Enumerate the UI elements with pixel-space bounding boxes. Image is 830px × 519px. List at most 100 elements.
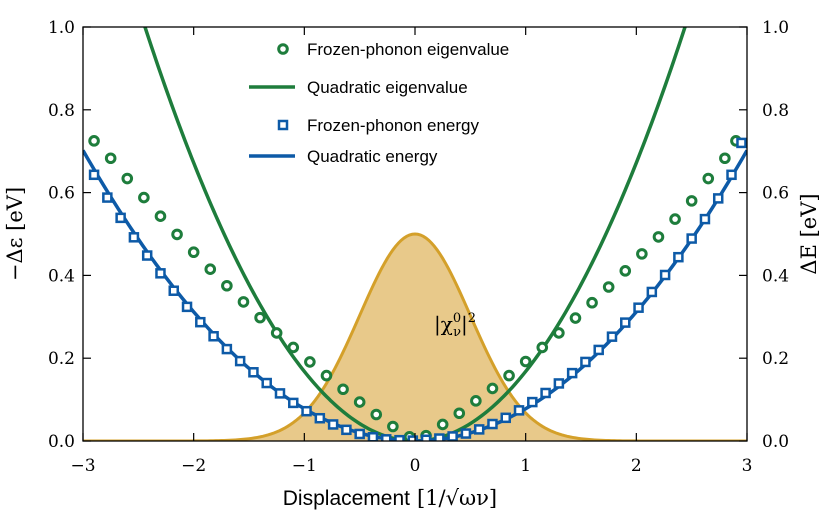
energy-point (500, 412, 511, 424)
energy-point (195, 316, 206, 328)
legend-label: Frozen-phonon eigenvalue (307, 40, 509, 59)
legend-label: Quadratic eigenvalue (307, 78, 468, 97)
energy-point (726, 169, 737, 181)
eigenvalue-point (287, 341, 300, 354)
energy-point (327, 419, 339, 430)
energy-point (155, 268, 166, 279)
eigenvalue-point (270, 327, 283, 339)
y-tick-label-right: 0.0 (762, 432, 789, 452)
eigenvalue-point (636, 248, 648, 260)
energy-point (181, 301, 193, 313)
energy-point (274, 388, 286, 399)
energy-point (301, 405, 312, 417)
eigenvalue-point (719, 152, 731, 165)
energy-point (580, 356, 591, 368)
eigenvalue-point (370, 408, 383, 421)
y-tick-label-right: 1.0 (762, 18, 789, 38)
tick-layer: −3 −2 −1 0 1 2 3 0.0 0.0 0.2 0.2 0.4 0.4 0.6 0.6 0.8 0.8… (48, 18, 789, 476)
energy-point (712, 193, 724, 204)
energy-point (673, 251, 684, 263)
eigenvalue-point (669, 213, 681, 225)
energy-point (380, 434, 392, 441)
eigenvalue-point (171, 228, 183, 241)
eigenvalue-point (121, 172, 134, 185)
eigenvalue-point (470, 395, 482, 407)
eigenvalue-point (337, 383, 349, 396)
energy-point (513, 405, 525, 416)
x-tick-label: 2 (631, 456, 642, 476)
energy-point (633, 302, 644, 313)
y-tick-label-right: 0.2 (762, 349, 789, 369)
energy-point (473, 424, 485, 435)
eigenvalue-point (569, 312, 582, 324)
eigenvalue-point (619, 265, 632, 277)
x-axis-math-label: [1/√ων] (417, 486, 497, 510)
energy-point (341, 424, 352, 436)
eigenvalue-point (602, 281, 615, 293)
y-tick-label-left: 1.0 (48, 18, 75, 38)
quadratic-eigenvalue-line (143, 27, 687, 441)
eigenvalue-point (652, 231, 665, 243)
energy-point (102, 192, 113, 203)
eigenvalue-point (453, 407, 466, 420)
y-axis-right-title: ΔE [eV] (797, 193, 821, 274)
energy-point (686, 233, 697, 244)
energy-point (420, 434, 432, 441)
eigenvalue-point (104, 152, 117, 165)
eigenvalue-point (154, 210, 167, 222)
x-tick-label: −3 (70, 456, 95, 476)
x-axis-title: Displacement (283, 487, 410, 510)
energy-point (208, 331, 219, 342)
eigenvalue-point (138, 191, 150, 204)
eigenvalue-point (586, 296, 598, 309)
x-tick-label: −1 (292, 456, 317, 476)
marker-layer (88, 135, 747, 441)
y-tick-label-left: 0.2 (48, 349, 75, 369)
eigenvalue-point (320, 369, 333, 382)
energy-point (487, 418, 498, 430)
y-tick-label-right: 0.4 (762, 266, 789, 286)
energy-point (354, 428, 365, 440)
energy-point (141, 250, 153, 261)
density-fill-area (83, 234, 747, 441)
energy-point (234, 355, 246, 367)
eigenvalue-point (254, 311, 266, 324)
legend-symbol-circle (277, 43, 289, 55)
energy-point (699, 213, 711, 225)
energy-point (261, 377, 272, 389)
eigenvalue-point (353, 396, 366, 408)
eigenvalue-point (536, 341, 549, 354)
y-tick-label-right: 0.8 (762, 101, 789, 121)
legend: Frozen-phonon eigenvalue Quadratic eigenv… (249, 40, 509, 166)
energy-point (288, 397, 299, 409)
energy-point (115, 212, 126, 224)
y-tick-label-left: 0.0 (48, 432, 75, 452)
energy-point (620, 317, 631, 328)
energy-point (540, 387, 551, 399)
eigenvalue-point (304, 356, 316, 368)
eigenvalue-point (221, 279, 233, 292)
y-tick-label-left: 0.6 (48, 184, 75, 204)
eigenvalue-point (88, 135, 100, 147)
energy-point (221, 343, 233, 355)
y-tick-label-left: 0.8 (48, 101, 75, 121)
energy-point (646, 286, 658, 298)
energy-point (248, 367, 259, 378)
energy-point (593, 344, 604, 356)
energy-point (314, 412, 326, 424)
energy-point (527, 396, 538, 408)
eigenvalue-point (486, 382, 499, 395)
eigenvalue-point (702, 172, 715, 185)
energy-point (434, 433, 445, 441)
energy-point (367, 432, 379, 441)
eigenvalue-point (387, 420, 399, 433)
energy-point (659, 269, 671, 281)
eigenvalue-point (685, 195, 698, 207)
density-annotation: |χ0 ν|2 (434, 311, 476, 340)
legend-symbol-square (277, 119, 289, 131)
y-tick-label-right: 0.6 (762, 184, 789, 204)
eigenvalue-point (519, 355, 532, 368)
energy-point (128, 232, 140, 243)
